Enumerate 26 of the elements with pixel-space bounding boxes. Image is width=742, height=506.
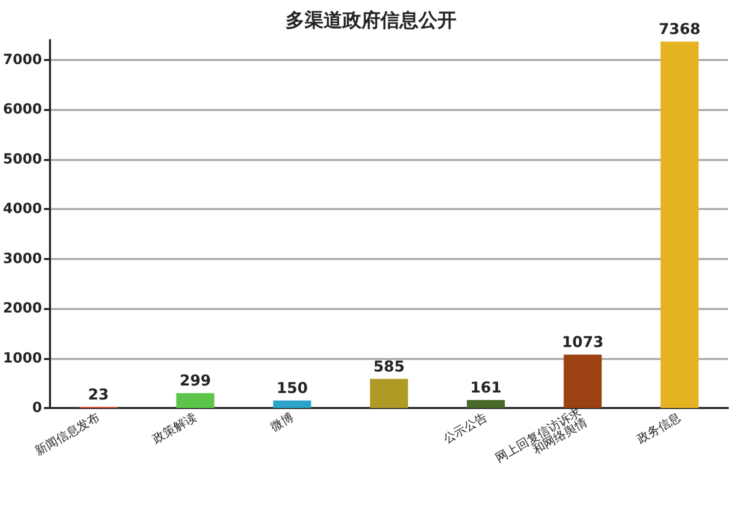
data-label: 161: [470, 378, 502, 396]
y-tick-label: 1000: [3, 350, 42, 366]
data-label: 585: [373, 357, 405, 376]
y-tick-label: 0: [32, 400, 42, 416]
x-tick-label: 微博: [268, 410, 296, 434]
data-label: 7368: [658, 20, 700, 38]
y-tick-label: 5000: [3, 151, 42, 168]
y-tick-label: 3000: [3, 250, 42, 267]
bar: [176, 393, 214, 408]
data-label: 150: [276, 379, 308, 398]
x-tick-label: 公示公告: [440, 410, 490, 446]
y-tick-label: 4000: [3, 201, 42, 218]
chart-title: 多渠道政府信息公开: [286, 10, 456, 32]
bar: [564, 354, 602, 408]
bar: [466, 400, 505, 408]
bar: [660, 42, 699, 408]
y-tick-label: 2000: [3, 300, 42, 317]
bar: [370, 378, 408, 408]
data-label: 1073: [562, 333, 604, 352]
bar: [273, 400, 312, 408]
x-tick-label: 政策解读: [150, 410, 199, 446]
y-tick-label: 6000: [3, 102, 42, 118]
data-label: 299: [180, 372, 211, 390]
data-label: 23: [88, 385, 109, 404]
y-tick-label: 7000: [3, 52, 42, 68]
x-tick-label: 政务信息: [634, 410, 684, 446]
